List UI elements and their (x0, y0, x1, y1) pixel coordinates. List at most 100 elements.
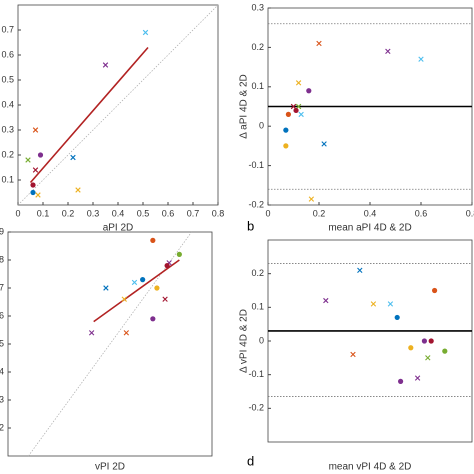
point (123, 330, 130, 336)
x-axis-label: vPI 2D (95, 462, 125, 473)
point (103, 285, 109, 291)
plot-frame (267, 239, 473, 443)
point (321, 141, 327, 147)
point (308, 196, 315, 202)
point (323, 297, 329, 304)
x-axis-label: mean aPI 4D & 2D (328, 223, 411, 234)
x-tick-label: 0.6 (415, 208, 428, 218)
point (385, 48, 391, 55)
y-axis-label: Δ aPI 4D & 2D (239, 74, 250, 139)
panel-letter: b (247, 218, 254, 233)
point (176, 251, 182, 257)
point (25, 157, 31, 163)
y-tick-label: 0.8 (0, 254, 4, 264)
point (298, 111, 304, 118)
point (121, 296, 127, 302)
x-tick-label: 0.8 (212, 208, 225, 218)
point (293, 107, 299, 114)
y-tick-label: 0.7 (0, 282, 4, 292)
point (306, 88, 312, 94)
point (290, 103, 297, 110)
point (32, 127, 39, 133)
point (350, 351, 356, 358)
y-tick-label: 0.1 (1, 174, 14, 184)
y-tick-label: -0.1 (248, 369, 264, 379)
x-tick-label: 0.2 (313, 208, 326, 218)
x-tick-label: 0.3 (87, 208, 100, 218)
y-tick-label: -0.2 (248, 199, 264, 209)
y-tick-label: 0.3 (251, 2, 264, 12)
point (142, 29, 149, 36)
x-tick-label: 0.2 (62, 208, 75, 218)
point (70, 154, 76, 161)
point (283, 127, 289, 133)
y-tick-label: 0.4 (1, 99, 14, 109)
x-axis-label: mean vPI 4D & 2D (329, 462, 412, 473)
x-tick-label: 0 (15, 208, 20, 218)
point (421, 338, 427, 344)
y-tick-label: 0.4 (0, 366, 4, 376)
y-tick-label: 0.9 (0, 226, 4, 236)
point (316, 40, 322, 47)
point (295, 103, 302, 110)
point (432, 287, 438, 294)
point (30, 182, 36, 188)
point (150, 237, 156, 243)
point (150, 316, 156, 322)
x-tick-label: 0.5 (137, 208, 150, 218)
y-axis-label: Δ vPI 4D & 2D (239, 309, 250, 373)
point (283, 143, 289, 149)
point (35, 192, 41, 198)
y-tick-label: 0.1 (251, 302, 264, 312)
point (102, 62, 109, 68)
y-tick-label: 0.6 (1, 49, 14, 59)
point (394, 314, 400, 321)
point (295, 80, 302, 86)
identity-line (28, 231, 192, 457)
fit-line (29, 46, 149, 184)
y-tick-label: 0 (259, 121, 264, 131)
point (370, 301, 377, 307)
y-tick-label: 0.2 (251, 268, 264, 278)
x-tick-label: 0.4 (364, 208, 377, 218)
y-tick-label: 0.2 (1, 149, 14, 159)
y-tick-label: 0.5 (0, 338, 4, 348)
y-tick-label: -0.1 (248, 160, 264, 170)
point (162, 296, 168, 302)
x-tick-label: 0.7 (187, 208, 200, 218)
point (75, 187, 81, 193)
y-tick-label: -0.2 (248, 403, 264, 413)
point (88, 330, 95, 336)
x-tick-label: 0.6 (162, 208, 175, 218)
x-tick-label: 0.1 (37, 208, 50, 218)
point (428, 338, 434, 344)
point (154, 285, 160, 291)
point (387, 301, 394, 307)
panel-letter: d (247, 453, 254, 468)
point (285, 111, 291, 117)
y-tick-label: 0.7 (1, 24, 14, 34)
x-tick-label: 0 (265, 208, 270, 218)
y-tick-label: 0 (259, 335, 264, 345)
point (408, 345, 414, 351)
x-tick-label: 0.4 (112, 208, 125, 218)
x-axis-label: aPI 2D (103, 223, 134, 234)
point (164, 263, 170, 269)
point (32, 167, 39, 173)
point (140, 277, 146, 283)
y-tick-label: 0.1 (251, 81, 264, 91)
point (414, 375, 421, 381)
y-tick-label: 0.6 (0, 310, 4, 320)
x-tick-label: 0.8 (466, 208, 474, 218)
fit-line (93, 259, 180, 323)
point (30, 189, 36, 196)
point (418, 56, 424, 62)
point (442, 348, 448, 354)
y-tick-label: 0.2 (251, 42, 264, 52)
point (357, 267, 363, 273)
y-tick-label: 0.5 (1, 74, 14, 84)
y-tick-label: 0.3 (1, 124, 14, 134)
point (398, 378, 404, 384)
point (131, 279, 138, 286)
